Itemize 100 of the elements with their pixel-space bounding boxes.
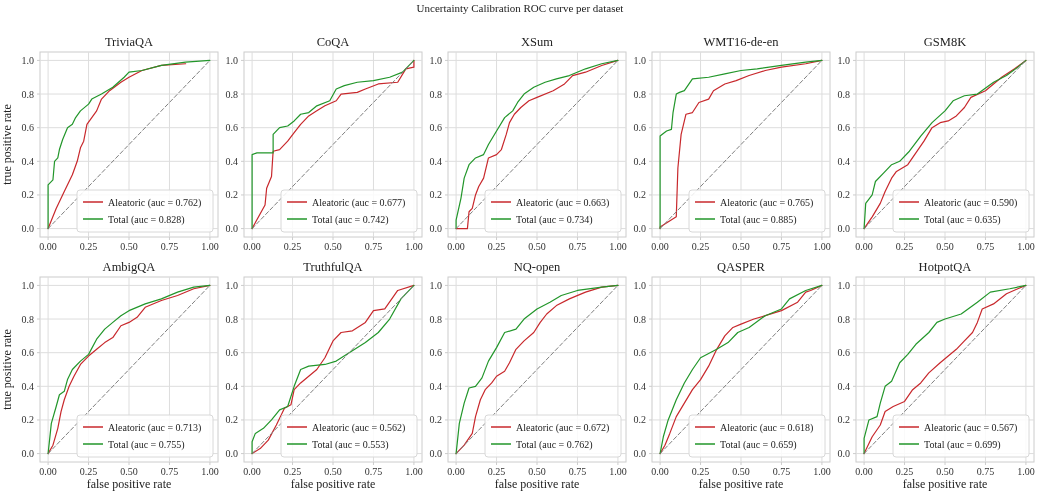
legend-label: Aleatoric (auc = 0.672) — [516, 421, 610, 434]
x-tick-label: 0.25 — [487, 466, 506, 477]
x-tick-label: 0.75 — [160, 241, 179, 252]
y-tick-label: 0.2 — [633, 414, 646, 426]
y-tick-label: 0.2 — [429, 189, 442, 201]
y-tick-label: 0.6 — [837, 122, 850, 134]
x-tick-label: 1.00 — [405, 466, 423, 477]
y-tick-label: 0.6 — [633, 122, 646, 134]
line-series — [47, 284, 211, 455]
legend-label: Total (auc = 0.742) — [312, 213, 389, 226]
legend-label: Total (auc = 0.659) — [720, 438, 797, 451]
x-tick-label: 0.75 — [772, 241, 791, 252]
y-tick-label: 0.8 — [633, 88, 646, 100]
y-tick-label: 1.0 — [225, 279, 238, 291]
y-tick-label: 0.4 — [429, 380, 442, 392]
chart-title: CoQA — [316, 35, 350, 49]
x-tick-label: 0.00 — [447, 241, 465, 252]
x-axis-title: false positive rate — [86, 477, 172, 491]
y-tick-label: 0.2 — [837, 189, 850, 201]
legend-label: Total (auc = 0.635) — [924, 213, 1001, 226]
y-tick-label: 0.4 — [633, 380, 646, 392]
y-tick-label: 0.0 — [21, 223, 34, 235]
x-tick-label: 0.00 — [855, 466, 873, 477]
legend-label: Aleatoric (auc = 0.765) — [720, 196, 814, 209]
x-tick-label: 0.25 — [895, 241, 914, 252]
legend-label: Aleatoric (auc = 0.567) — [924, 421, 1018, 434]
y-tick-label: 0.4 — [429, 155, 442, 167]
y-tick-label: 0.4 — [633, 155, 646, 167]
x-tick-label: 0.25 — [691, 466, 710, 477]
x-tick-label: 0.25 — [283, 466, 302, 477]
x-tick-label: 0.50 — [324, 241, 342, 252]
chart-title: AmbigQA — [102, 260, 156, 274]
y-tick-label: 1.0 — [837, 54, 850, 66]
x-tick-label: 1.00 — [609, 241, 627, 252]
legend-label: Total (auc = 0.734) — [516, 213, 593, 226]
x-tick-label: 0.50 — [732, 241, 750, 252]
x-tick-label: 1.00 — [609, 466, 627, 477]
y-tick-label: 0.8 — [837, 313, 850, 325]
y-tick-label: 1.0 — [633, 279, 646, 291]
y-tick-label: 0.6 — [21, 347, 34, 359]
y-tick-label: 0.6 — [633, 347, 646, 359]
y-tick-label: 0.0 — [225, 223, 238, 235]
x-tick-label: 0.75 — [568, 241, 587, 252]
y-tick-label: 0.0 — [837, 448, 850, 460]
x-tick-label: 0.00 — [651, 466, 669, 477]
y-tick-label: 0.6 — [837, 347, 850, 359]
chart-title: WMT16-de-en — [703, 35, 780, 49]
y-tick-label: 0.8 — [225, 88, 238, 100]
y-tick-label: 0.4 — [837, 155, 850, 167]
x-tick-label: 0.25 — [283, 241, 302, 252]
x-tick-label: 0.25 — [691, 241, 710, 252]
y-axis-title: true positive rate — [0, 104, 14, 185]
y-tick-label: 0.4 — [21, 380, 34, 392]
y-tick-label: 0.0 — [633, 448, 646, 460]
y-tick-label: 0.2 — [837, 414, 850, 426]
y-tick-label: 0.6 — [21, 122, 34, 134]
x-tick-label: 0.75 — [976, 466, 995, 477]
x-tick-label: 0.00 — [39, 466, 57, 477]
y-tick-label: 0.8 — [429, 313, 442, 325]
line-series — [455, 284, 619, 455]
legend-label: Aleatoric (auc = 0.562) — [312, 421, 406, 434]
x-tick-label: 0.50 — [120, 466, 138, 477]
legend-label: Aleatoric (auc = 0.677) — [312, 196, 406, 209]
x-tick-label: 0.50 — [732, 466, 750, 477]
legend-label: Aleatoric (auc = 0.590) — [924, 196, 1018, 209]
y-tick-label: 0.2 — [633, 189, 646, 201]
y-tick-label: 0.8 — [429, 88, 442, 100]
legend-label: Total (auc = 0.699) — [924, 438, 1001, 451]
y-tick-label: 0.2 — [225, 189, 238, 201]
legend-label: Aleatoric (auc = 0.663) — [516, 196, 610, 209]
x-tick-label: 0.75 — [160, 466, 179, 477]
chart-title: NQ-open — [513, 260, 562, 274]
chart-title: TruthfulQA — [303, 260, 363, 274]
line-series — [659, 284, 823, 455]
line-series — [251, 284, 415, 455]
y-tick-label: 1.0 — [429, 54, 442, 66]
chart-title: QASPER — [717, 260, 766, 274]
line-series — [863, 284, 1027, 455]
x-tick-label: 0.75 — [364, 466, 383, 477]
x-tick-label: 0.50 — [120, 241, 138, 252]
chart-title: TriviaQA — [104, 35, 154, 49]
x-tick-label: 0.25 — [79, 241, 98, 252]
y-tick-label: 0.8 — [837, 88, 850, 100]
x-axis-title: false positive rate — [698, 477, 784, 491]
x-tick-label: 0.50 — [528, 466, 546, 477]
x-tick-label: 1.00 — [405, 241, 423, 252]
y-tick-label: 1.0 — [633, 54, 646, 66]
x-tick-label: 1.00 — [813, 466, 831, 477]
y-tick-label: 0.6 — [225, 122, 238, 134]
y-tick-label: 0.6 — [429, 347, 442, 359]
y-tick-label: 0.0 — [21, 448, 34, 460]
x-tick-label: 0.00 — [39, 241, 57, 252]
x-tick-label: 1.00 — [1017, 466, 1035, 477]
x-tick-label: 1.00 — [201, 466, 219, 477]
y-tick-label: 0.2 — [225, 414, 238, 426]
y-tick-label: 0.4 — [21, 155, 34, 167]
x-tick-label: 0.75 — [976, 241, 995, 252]
y-tick-label: 0.2 — [21, 189, 34, 201]
line-series — [251, 59, 415, 230]
y-tick-label: 0.4 — [225, 380, 238, 392]
